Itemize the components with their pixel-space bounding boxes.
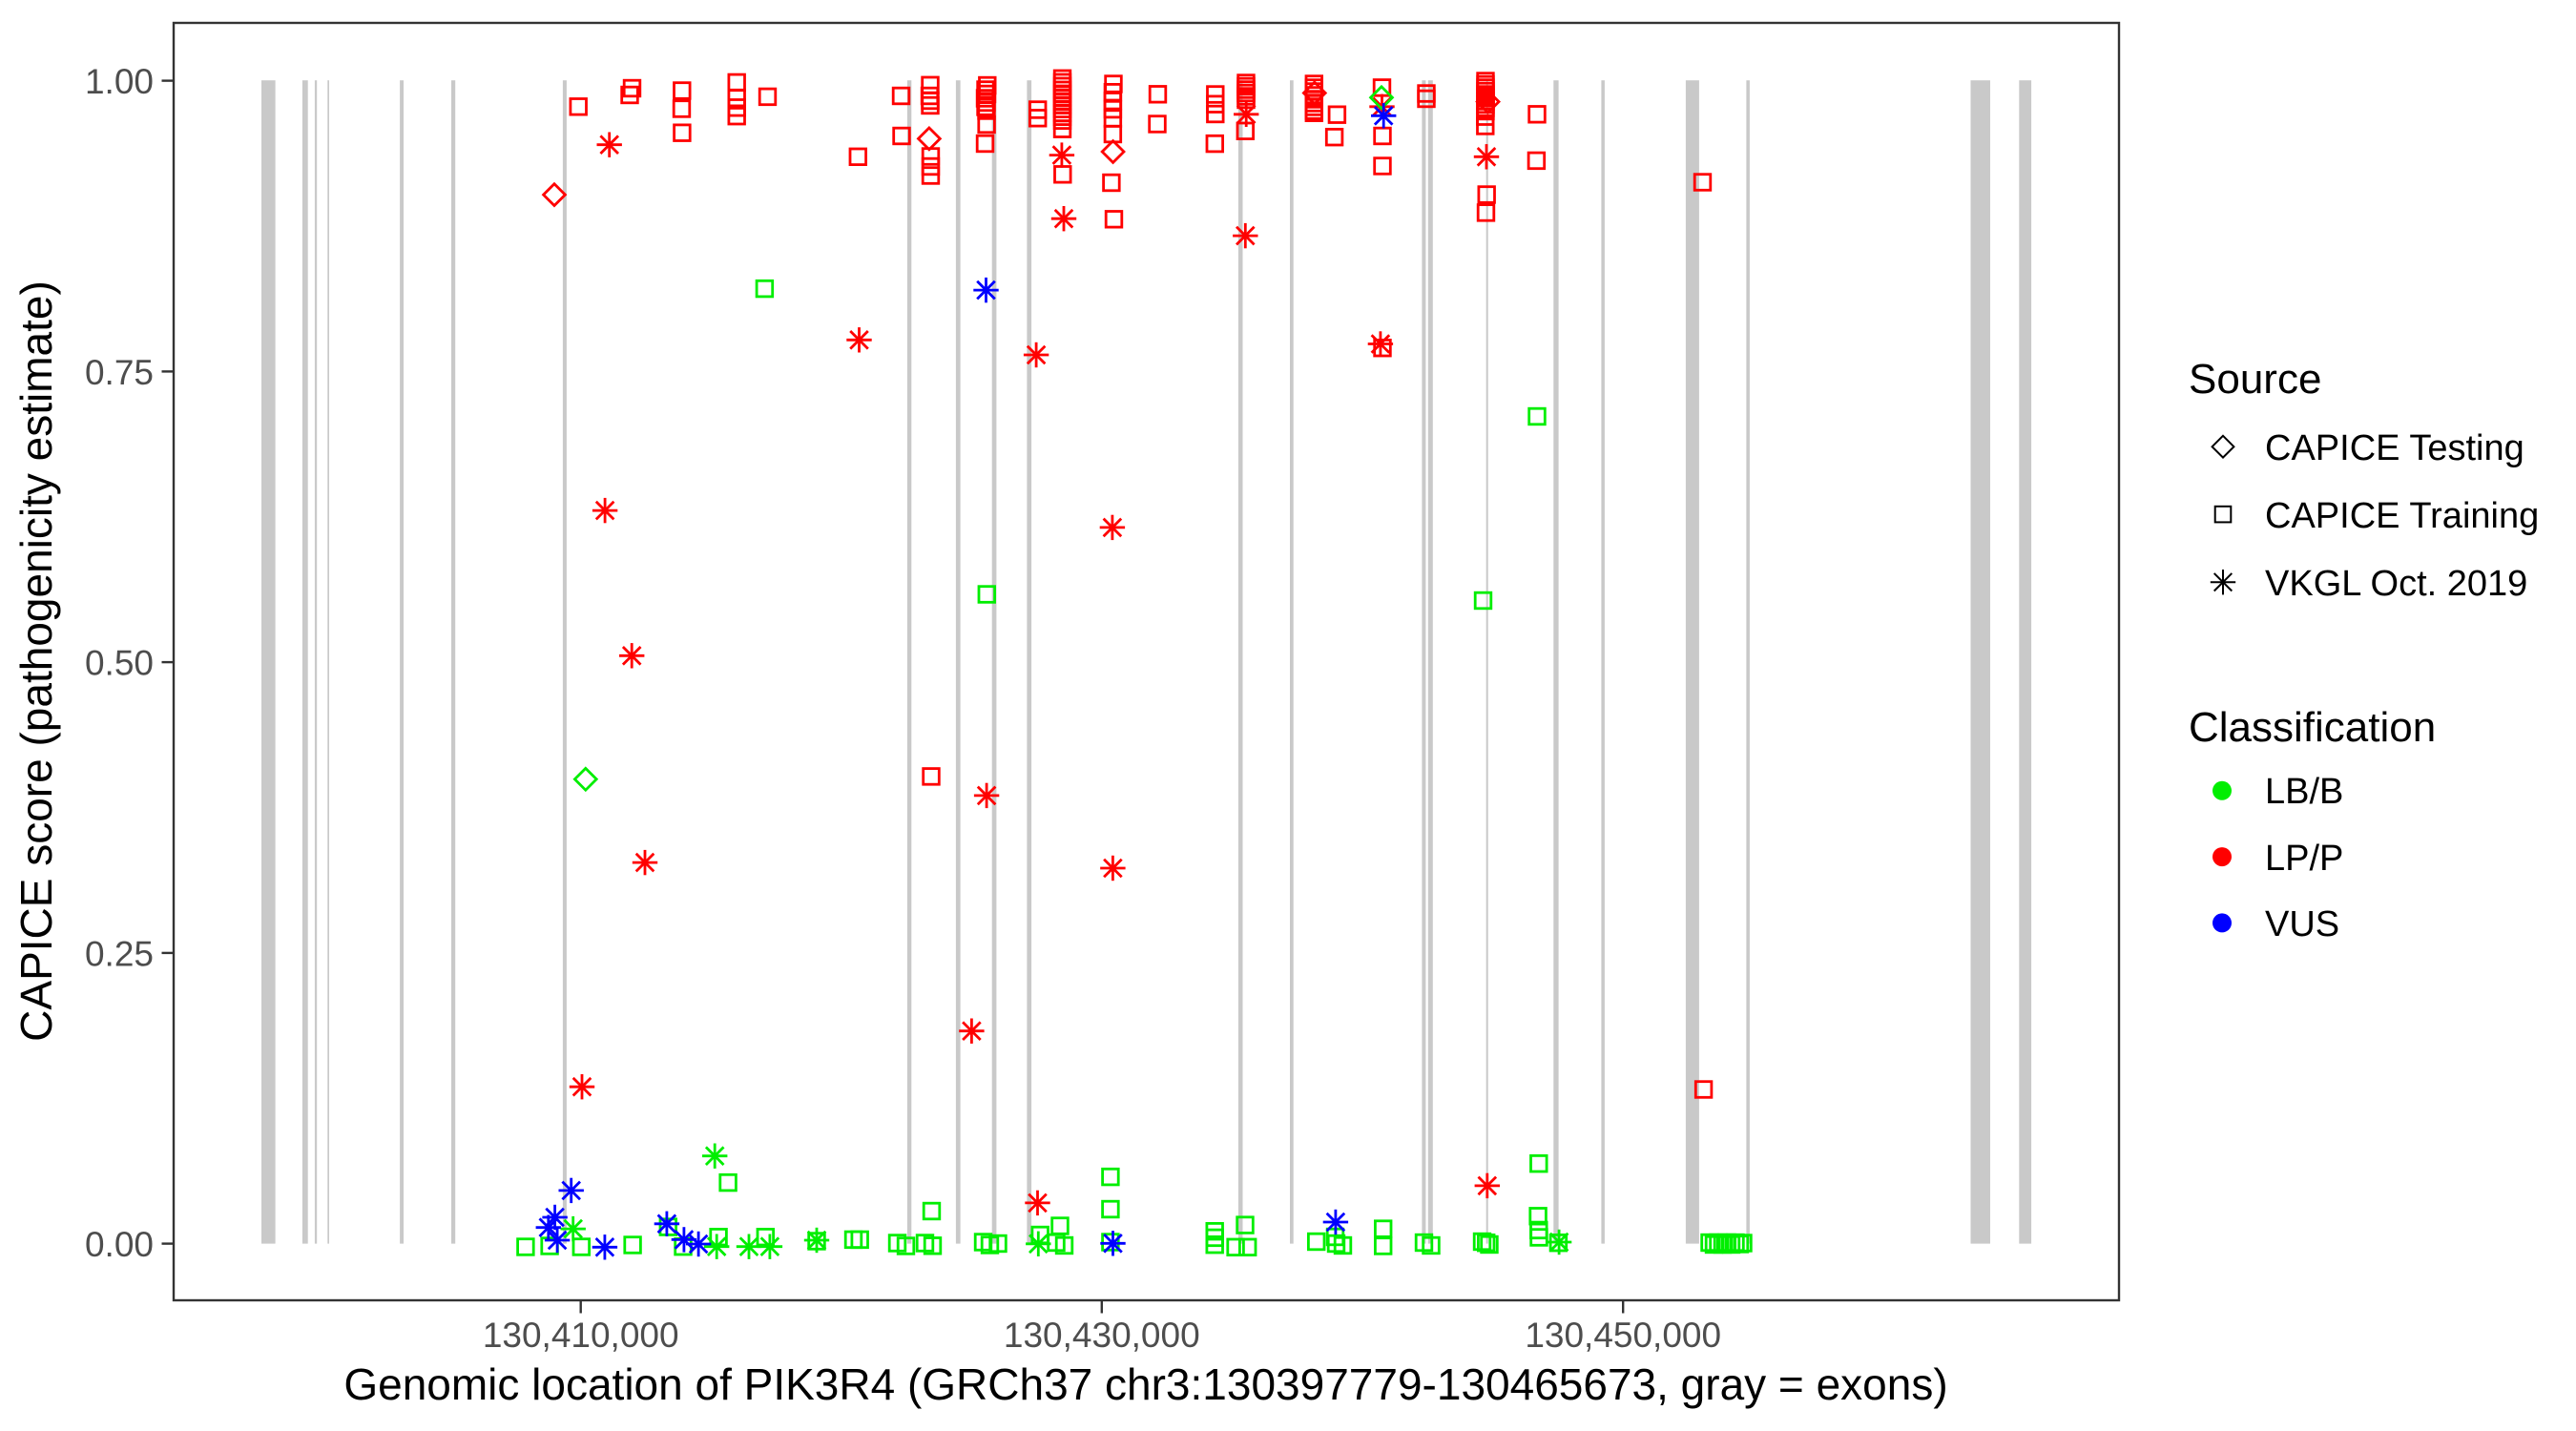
svg-text:CAPICE Training: CAPICE Training — [2265, 496, 2539, 536]
svg-text:LP/P: LP/P — [2265, 839, 2343, 879]
svg-text:VUS: VUS — [2265, 904, 2339, 944]
svg-text:130,450,000: 130,450,000 — [1525, 1316, 1721, 1355]
svg-text:LB/B: LB/B — [2265, 772, 2343, 812]
svg-text:0.50: 0.50 — [85, 644, 154, 683]
svg-text:CAPICE Testing: CAPICE Testing — [2265, 428, 2524, 468]
svg-text:Genomic location of PIK3R4 (GR: Genomic location of PIK3R4 (GRCh37 chr3:… — [343, 1359, 1947, 1409]
svg-text:1.00: 1.00 — [85, 62, 154, 101]
svg-text:VKGL Oct. 2019: VKGL Oct. 2019 — [2265, 564, 2527, 604]
svg-text:0.00: 0.00 — [85, 1225, 154, 1264]
svg-text:0.25: 0.25 — [85, 934, 154, 973]
svg-text:CAPICE score (pathogenicity es: CAPICE score (pathogenicity estimate) — [11, 280, 61, 1042]
svg-text:130,410,000: 130,410,000 — [483, 1316, 679, 1355]
svg-text:0.75: 0.75 — [85, 353, 154, 392]
svg-text:Classification: Classification — [2189, 704, 2436, 751]
svg-text:130,430,000: 130,430,000 — [1004, 1316, 1200, 1355]
svg-text:Source: Source — [2189, 356, 2321, 403]
